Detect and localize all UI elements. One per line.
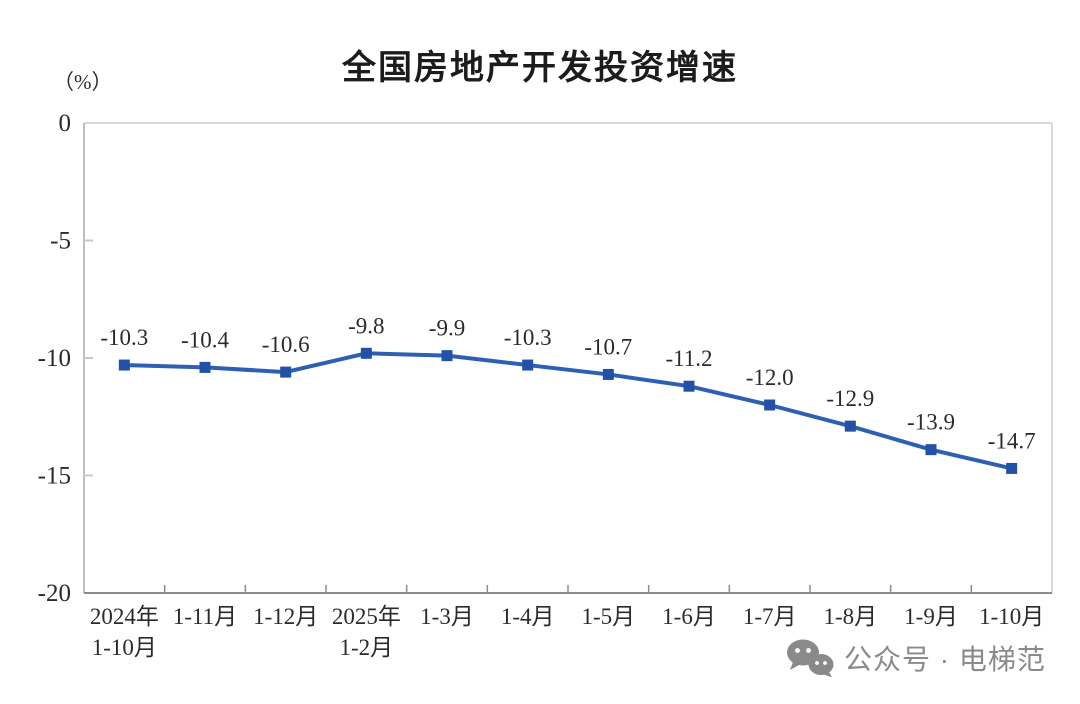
- data-point-marker: [844, 420, 856, 432]
- y-axis-unit-label: （%）: [53, 70, 113, 94]
- data-label: -12.0: [746, 365, 794, 390]
- data-label: -10.7: [584, 334, 632, 359]
- data-point-marker: [683, 380, 695, 392]
- watermark-text: 公众号 · 电梯范: [844, 644, 1046, 675]
- data-point-marker: [522, 359, 534, 371]
- data-point-marker: [441, 350, 453, 362]
- data-label: -11.2: [665, 346, 712, 371]
- y-tick-label: -5: [50, 228, 71, 255]
- data-point-marker: [118, 359, 130, 371]
- y-tick-label: 0: [59, 110, 72, 137]
- data-point-marker: [1006, 462, 1018, 474]
- data-label: -9.9: [429, 316, 465, 341]
- wechat-icon: [787, 639, 834, 678]
- data-point-marker: [280, 366, 292, 378]
- data-label: -10.3: [504, 325, 552, 350]
- watermark: 公众号 · 电梯范: [786, 638, 1046, 678]
- data-label: -13.9: [907, 410, 955, 435]
- y-tick-label: -20: [38, 580, 71, 607]
- data-label: -12.9: [826, 386, 874, 411]
- series-line: [122, 351, 1014, 471]
- data-label: -10.6: [262, 332, 310, 357]
- data-label: -14.7: [988, 428, 1036, 453]
- data-point-marker: [602, 368, 614, 380]
- data-point-marker: [360, 347, 372, 359]
- data-label: -9.8: [348, 313, 384, 338]
- y-tick-label: -10: [38, 345, 71, 372]
- y-tick-label: -15: [38, 463, 71, 490]
- data-label: -10.4: [181, 327, 229, 352]
- data-label: -10.3: [100, 325, 148, 350]
- data-point-marker: [199, 361, 211, 373]
- data-point-marker: [925, 444, 937, 456]
- data-point-marker: [764, 399, 776, 411]
- chart-title: 全国房地产开发投资增速: [342, 49, 738, 87]
